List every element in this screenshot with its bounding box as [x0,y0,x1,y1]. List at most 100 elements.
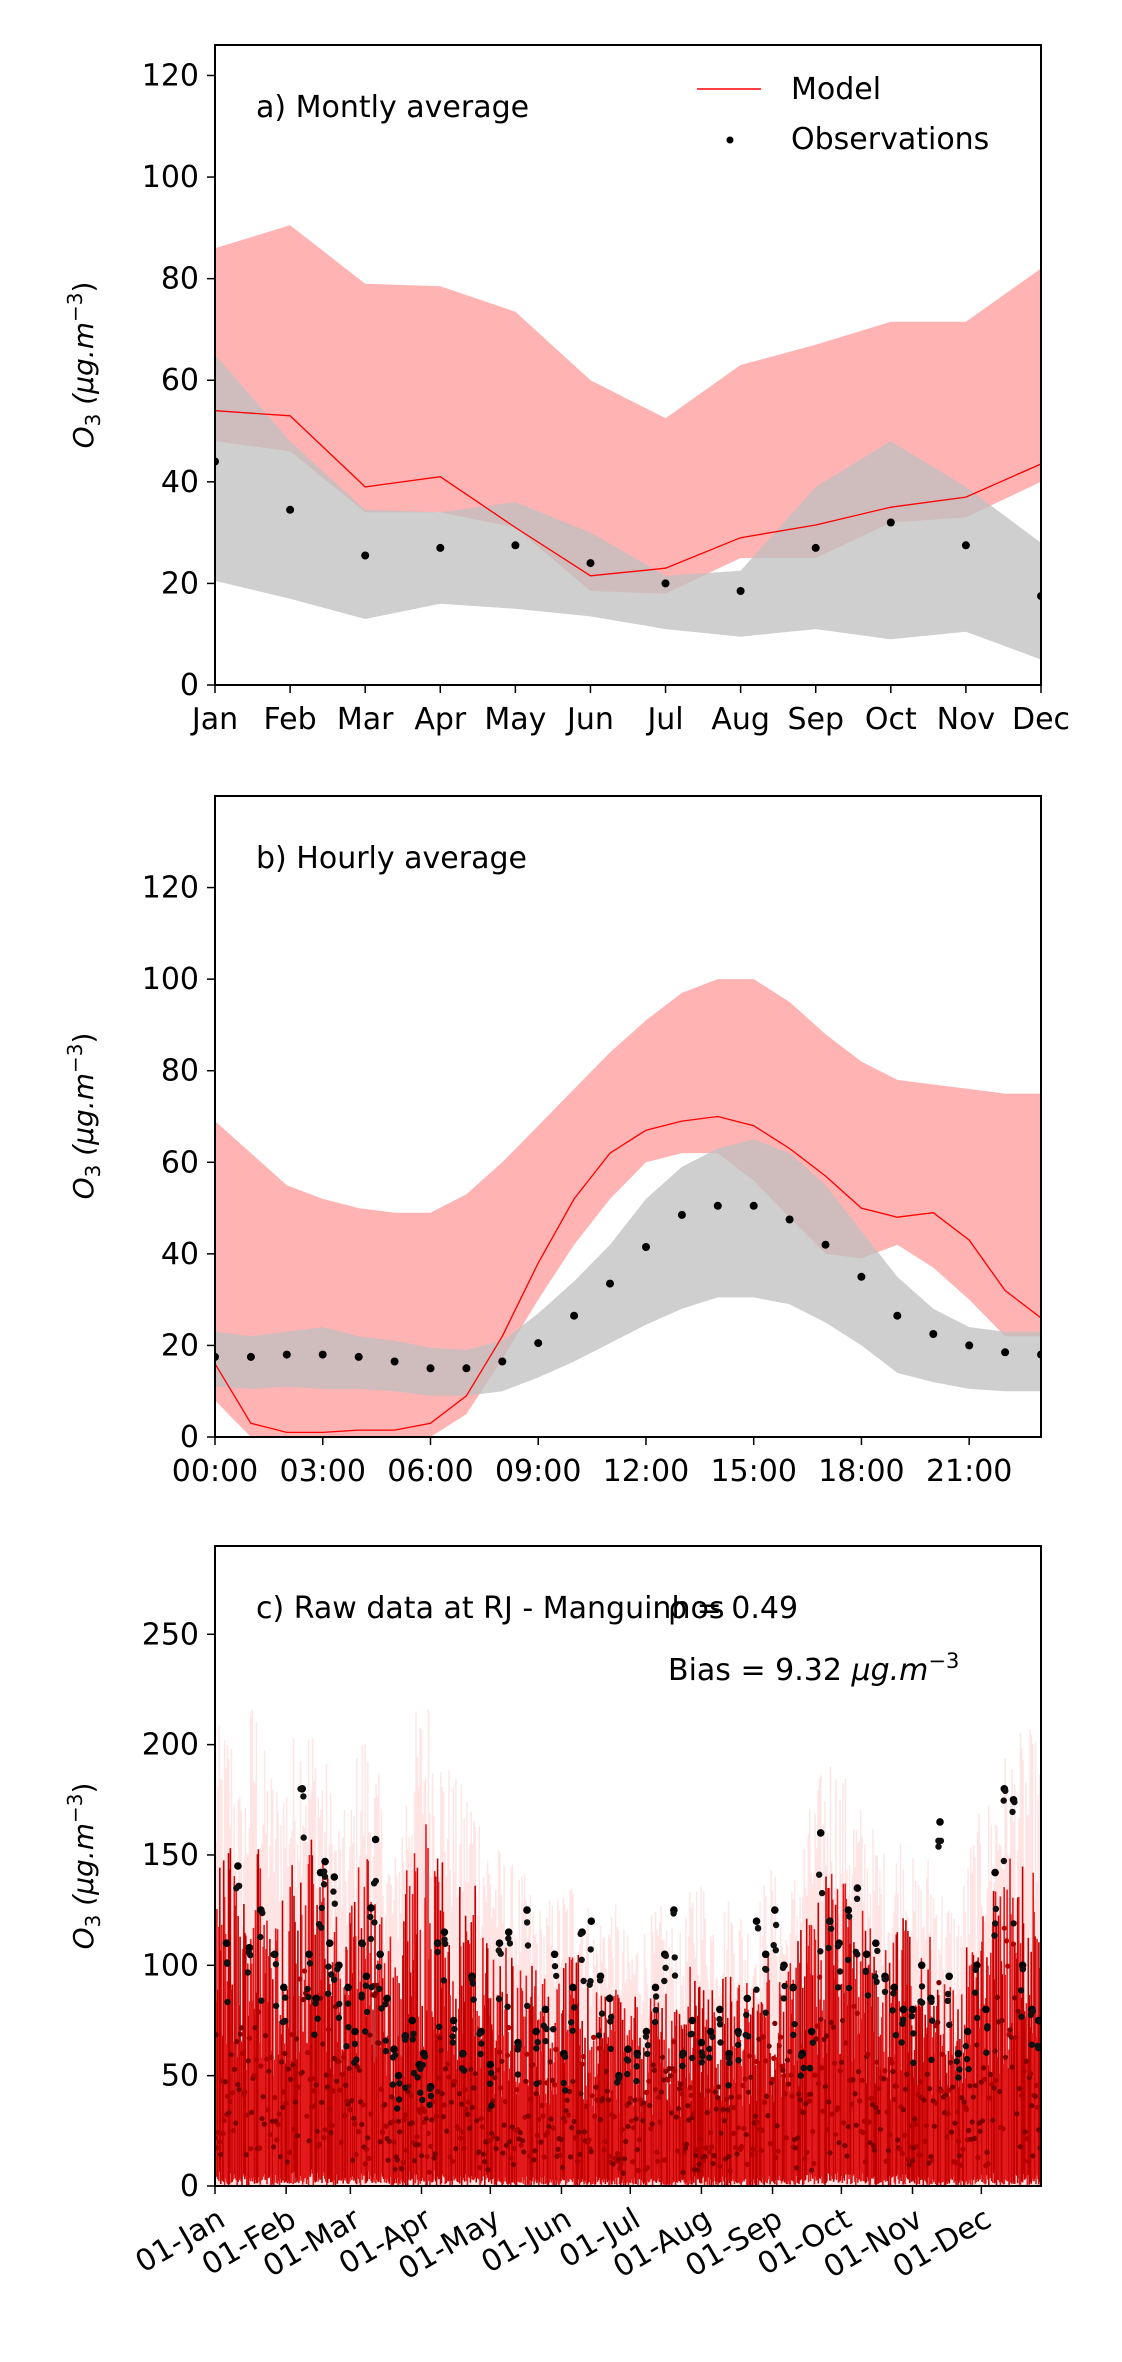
panel-c-observation-point [1000,1797,1007,1804]
y-tick-label: 100 [142,962,199,997]
panel-c-observation-point-dense [292,2099,298,2105]
panel-c-observation-point-dense [778,2034,784,2040]
panel-c-correlation: ρ = 0.49 [668,1591,798,1626]
panel-c-observation-point-dense [809,2167,815,2173]
panel-c-observation-point-dense [270,2144,277,2150]
y-tick-label: 200 [142,1728,199,1763]
panel-c-observation-point-dense [615,2150,621,2157]
panel-c-observation-point-dense [464,2111,470,2118]
panel-c-observation-point [1011,1798,1018,1806]
panel-c-observation-point-dense [479,2124,485,2130]
panel-c-observation-point-dense [1008,2034,1014,2040]
panel-c-observation-point-dense [635,2167,641,2174]
panel-c-observation-point-dense [667,2073,674,2079]
panel-c-observation-point-dense [994,1994,1001,2000]
panel-c-observation-point [569,2027,576,2034]
panel-c-observation-point-dense [394,2157,400,2163]
panel-b-frame [214,795,1042,1438]
panel-c-observation-point-dense [580,2054,586,2060]
panel-c-observation-point-dense [242,2089,248,2095]
panel-c-observation-point [944,1990,952,1998]
panel-c-observation-point-dense [985,2161,991,2167]
panel-c-observation-point-dense [1032,2093,1038,2099]
panel-c-observation-point-dense [631,2125,637,2131]
panel-c-observation-point-dense [1023,2058,1029,2064]
panel-c-observation-point-dense [698,2092,705,2098]
x-tick-label: 09:00 [495,1454,581,1489]
panel-c-observation-point [351,2040,359,2048]
panel-c-observation-point [651,1983,660,1992]
panel-c-observation-point-dense [220,2131,226,2137]
panel-c-observation-point-dense [1022,2129,1028,2135]
panel-c-observation-point [991,1932,998,1939]
panel-c-observation-point-dense [743,2132,749,2138]
panel-c-observation-point-dense [320,2041,326,2047]
panel-c-observation-point [983,2049,990,2056]
panel-c-observation-point [936,1818,944,1826]
panel-a-model-line [215,410,1041,577]
panel-c-observation-point-dense [607,2153,613,2159]
panel-c-observation-point-dense [397,2129,403,2135]
panel-c-observation-point [596,1977,604,1984]
panel-c-observation-point-dense [903,2086,909,2092]
panel-c-observation-point [1036,2018,1041,2025]
panel-c-observation-point-dense [252,2024,258,2031]
panel-c-observation-point-dense [678,2081,684,2087]
panel-c-observation-point [580,1977,587,1985]
panel-c-observation-point [753,1986,760,1993]
panel-c-observation-point [797,2072,804,2079]
panel-c-observation-point-dense [289,2032,295,2038]
panel-c-observation-point-dense [1002,2054,1009,2060]
panel-c-observation-point [394,2105,401,2112]
panel-c-observation-point-dense [773,2154,779,2161]
panel-c-observation-point-dense [730,2130,737,2136]
panel-c-observation-point [633,2063,640,2070]
panel-c-observation-point-dense [443,2066,449,2072]
panel-c-observation-point-dense [452,2078,458,2084]
panel-c-observation-point [541,2005,550,2014]
panel-c-observation-point-dense [936,1980,942,1986]
panel-a-observation-point [661,579,670,588]
panel-c-observation-point-dense [601,2147,607,2153]
y-tick-label: 0 [180,2169,199,2204]
panel-c-observation-point-dense [974,2042,980,2048]
panel-c-observation-point-dense [291,2126,297,2132]
panel-c-observation-point-dense [772,2020,778,2026]
panel-c-observation-point [300,1834,307,1841]
panel-c-observation-point-dense [229,2090,235,2096]
panel-c-observation-point [383,1994,391,2003]
panel-c-observation-point [449,2016,458,2025]
panel-c-observation-point [607,2018,614,2025]
panel-c-observation-point [709,2033,716,2041]
panel-c-observation-point [367,1913,374,1921]
panel-c-observation-point-dense [409,2120,415,2126]
x-tick-label: Feb [264,702,317,737]
panel-c-observation-point [624,2045,632,2053]
panel-c-observation-point-dense [474,2118,480,2124]
panel-c-observation-point [817,1948,824,1955]
panel-c-observation-point [305,1950,313,1959]
panel-c-observation-point-dense [581,2129,588,2135]
panel-c-observation-point-dense [462,2086,468,2093]
panel-c-observation-point [973,2014,981,2022]
panel-c-observation-point-dense [928,2154,934,2160]
panel-c-observation-point-dense [953,2160,959,2166]
panel-c-observation-point-dense [900,2107,906,2113]
panel-c-observation-point-dense [1020,2091,1026,2097]
panel-c-observation-point-dense [283,2100,289,2106]
panel-c-observation-point [587,1946,594,1953]
panel-c-observation-point [853,1895,861,1903]
panel-c-observation-point [345,2024,352,2031]
panel-c-observation-point [834,1943,842,1950]
panel-c-observation-point-dense [456,2091,462,2097]
panel-c-observation-point [844,1956,852,1964]
panel-c-observation-point [946,2021,953,2029]
panel-c-observation-point-dense [625,2123,631,2130]
panel-c-observation-point [992,1905,1000,1913]
panel-c-observation-point [662,1964,669,1972]
panel-c-observation-point [862,1968,869,1976]
panel-c-observation-point-dense [755,2119,761,2125]
panel-c-observation-point-dense [602,2138,608,2144]
panel-c-observation-point [809,2039,816,2046]
